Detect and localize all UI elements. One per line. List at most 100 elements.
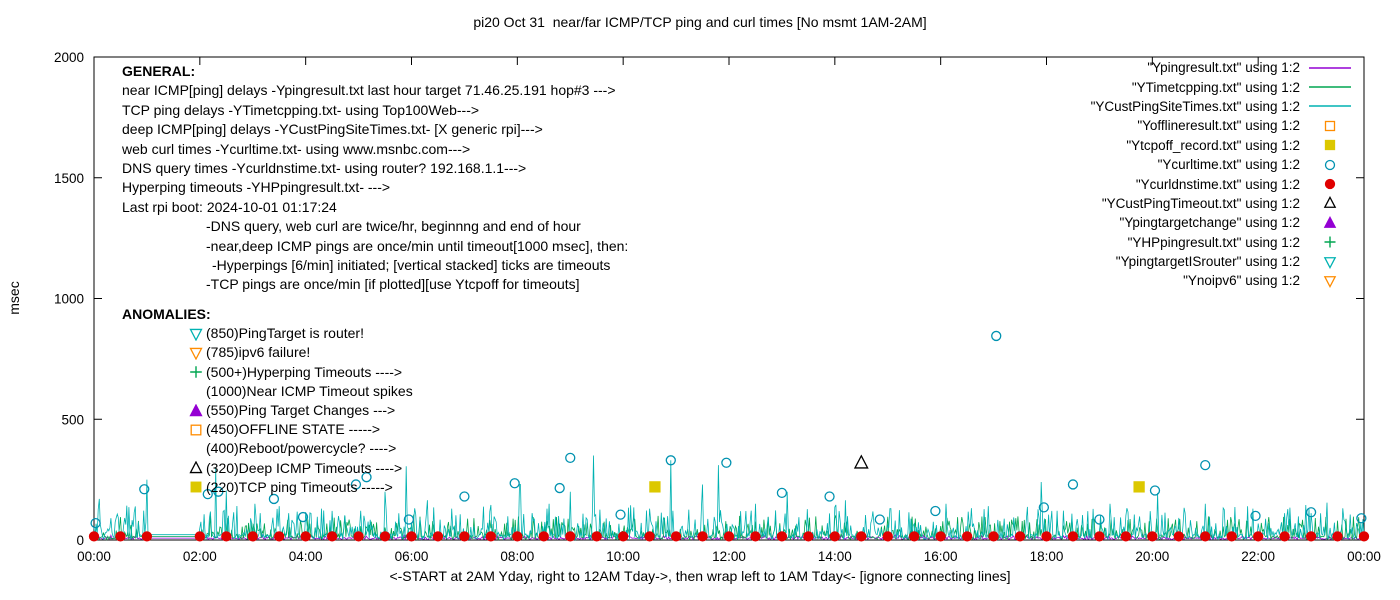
anomaly-square-icon [190, 424, 202, 436]
legend-circle-glyph [1324, 178, 1336, 190]
point-Ycurldnstime [88, 531, 100, 542]
triangle-up-marker [189, 403, 203, 416]
legend-label: "Ytcpoff_record.txt" using 1:2 [1126, 137, 1300, 153]
point-Ycurltime [1038, 502, 1050, 513]
point-Ycurltime [297, 511, 309, 523]
anomaly-triangle-down-icon [189, 328, 203, 341]
point-Ycurldnstime [326, 531, 338, 542]
point-Ycurltime [1305, 507, 1317, 518]
legend-line-icon [1309, 66, 1351, 69]
anomaly-item: (320)Deep ICMP Timeouts ----> [188, 459, 413, 478]
point-Ycurldnstime [1041, 531, 1052, 542]
chart-title: pi20 Oct 31 near/far ICMP/TCP ping and c… [473, 14, 927, 30]
y-tick-label: 500 [61, 412, 84, 427]
point-Ycurltime [1094, 514, 1105, 525]
triangle-up-marker [189, 461, 203, 474]
anomaly-text: (1000)Near ICMP Timeout spikes [206, 382, 413, 399]
legend-plus-glyph [1324, 236, 1336, 248]
y-tick-label: 2000 [54, 50, 84, 65]
legend-triangle-up-icon [1323, 196, 1337, 209]
legend-label: "YCustPingSiteTimes.txt" using 1:2 [1090, 98, 1300, 114]
legend-circle-icon [1324, 159, 1336, 170]
general-note-line: web curl times -Ycurltime.txt- using www… [122, 140, 471, 157]
legend-square-glyph [1324, 140, 1336, 151]
point-Ycurldnstime [194, 531, 205, 542]
general-heading: GENERAL: [122, 63, 196, 79]
point-Ycurltime [268, 493, 280, 505]
anomaly-text: (220)TCP ping Timeouts -----> [206, 478, 393, 495]
x-tick-label: 04:00 [289, 549, 323, 564]
point-Ycurldnstime [644, 531, 655, 542]
legend-entry: "Ypingresult.txt" using 1:2 [1091, 58, 1352, 77]
general-notes: GENERAL: near ICMP[ping] delays -Ypingre… [122, 62, 628, 295]
point-Ycurldnstime [565, 531, 576, 542]
legend-entry: "Ytcpoff_record.txt" using 1:2 [1091, 136, 1352, 155]
general-note-line: -Hyperpings [6/min] initiated; [vertical… [212, 257, 611, 274]
point-Ycurldnstime [882, 531, 893, 542]
point-Ycurldnstime [935, 531, 946, 542]
point-Ycurldnstime [1226, 531, 1237, 542]
legend-triangle-up-glyph [1323, 196, 1337, 209]
anomaly-square-icon [190, 481, 202, 493]
legend-entry: "Ycurldnstime.txt" using 1:2 [1091, 174, 1352, 193]
legend-plus-icon [1324, 236, 1336, 248]
anomaly-item: (785)ipv6 failure! [188, 343, 413, 362]
y-tick-label: 0 [76, 533, 84, 548]
general-note-line: -near,deep ICMP pings are once/min until… [206, 237, 629, 254]
point-Ycurldnstime [618, 531, 629, 542]
legend-label: "YHPpingresult.txt" using 1:2 [1127, 234, 1300, 250]
point-Ycurldnstime [379, 531, 391, 542]
point-Ycurldnstime [1253, 531, 1264, 542]
general-note-line: Last rpi boot: 2024-10-01 01:17:24 [122, 198, 337, 215]
point-Ycurldnstime [1120, 531, 1132, 542]
legend-triangle-down-icon [1323, 256, 1337, 269]
anomaly-plus-icon [190, 366, 202, 378]
point-Ycurltime [874, 514, 885, 525]
point-Ycurltime [1356, 513, 1367, 524]
legend: "Ypingresult.txt" using 1:2 "YTimetcpping… [1091, 58, 1352, 291]
point-Ycurldnstime [856, 531, 867, 542]
anomaly-item: (1000)Near ICMP Timeout spikes [188, 382, 413, 401]
legend-circle-glyph [1324, 159, 1336, 170]
point-Ycurldnstime [432, 531, 444, 542]
legend-label: "YCustPingTimeout.txt" using 1:2 [1101, 195, 1300, 211]
anomalies-heading: ANOMALIES: [122, 306, 211, 322]
x-tick-label: 08:00 [500, 549, 534, 564]
plus-marker [190, 366, 202, 378]
legend-entry: "YTimetcpping.txt" using 1:2 [1091, 77, 1352, 96]
point-Ycurltime [991, 330, 1002, 342]
x-tick-label: 14:00 [818, 549, 852, 564]
x-tick-label: 18:00 [1030, 549, 1064, 564]
point-Ycurldnstime [141, 531, 153, 542]
legend-line-icon [1309, 105, 1351, 108]
legend-entry: "YCustPingTimeout.txt" using 1:2 [1091, 194, 1352, 213]
x-tick-label: 16:00 [924, 549, 958, 564]
general-note-line: DNS query times -Ycurldnstime.txt- using… [122, 160, 527, 177]
legend-triangle-down-icon [1323, 276, 1337, 288]
point-Ycurldnstime [1067, 531, 1079, 542]
point-Ycurldnstime [1014, 531, 1026, 542]
point-Ycurltime [930, 505, 941, 517]
anomaly-item: (500+)Hyperping Timeouts ----> [188, 363, 413, 382]
legend-entry: "YHPpingresult.txt" using 1:2 [1091, 233, 1352, 252]
x-tick-label: 20:00 [1135, 549, 1169, 564]
y-tick-label: 1500 [54, 171, 84, 186]
anomaly-marker-spacer [188, 384, 206, 398]
x-tick-label: 02:00 [183, 549, 217, 564]
anomaly-text: (320)Deep ICMP Timeouts ----> [206, 459, 403, 476]
anomaly-item: (850)PingTarget is router! [188, 324, 413, 343]
point-Ycurldnstime [961, 531, 973, 542]
point-Ycurldnstime [750, 531, 761, 542]
point-Ycurltime [1067, 479, 1079, 490]
point-Ycurldnstime [723, 531, 735, 542]
point-Ycurltime [565, 452, 576, 464]
legend-entry: "Ynoipv6" using 1:2 [1091, 271, 1352, 290]
x-tick-label: 00:00 [1347, 549, 1381, 564]
point-Ycurldnstime [776, 531, 788, 542]
point-Ycurldnstime [829, 531, 840, 542]
point-Ycurldnstime [1358, 531, 1370, 542]
anomaly-item: (400)Reboot/powercycle? ----> [188, 439, 413, 458]
legend-label: "Ypingtargetchange" using 1:2 [1119, 215, 1300, 231]
general-note-line: -DNS query, web curl are twice/hr, begin… [206, 218, 581, 235]
